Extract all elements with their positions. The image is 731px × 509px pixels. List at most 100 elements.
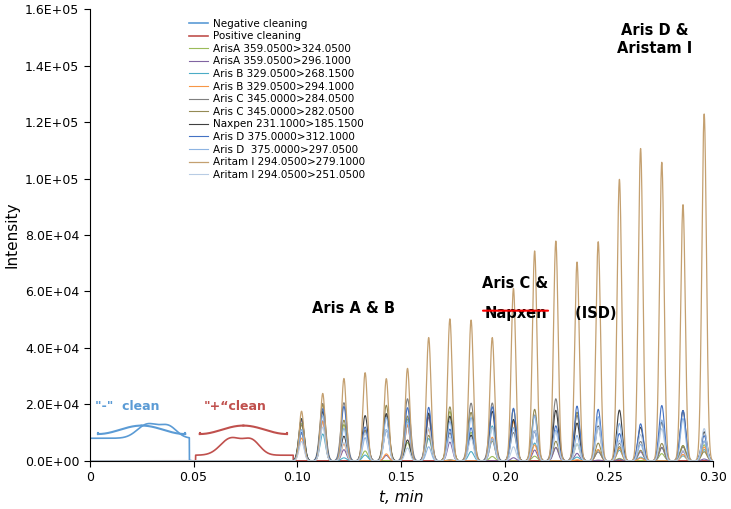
- ArisA 359.0500>296.1000: [698, 456, 707, 462]
- Aris B 329.0500>268.1500: [86, 458, 94, 464]
- ArisA 359.0500>324.0500: [252, 458, 261, 464]
- Aris C 345.0000>282.0500: [319, 402, 327, 408]
- Aris D  375.0000>297.0500: [708, 458, 717, 464]
- Aris B 329.0500>268.1500: [708, 458, 717, 464]
- ArisA 359.0500>324.0500: [577, 454, 586, 460]
- ArisA 359.0500>324.0500: [698, 444, 707, 450]
- Aritam I 294.0500>251.0500: [577, 455, 586, 461]
- Text: "-"  clean: "-" clean: [95, 400, 159, 413]
- ArisA 359.0500>324.0500: [708, 458, 717, 464]
- Negative cleaning: [476, 458, 485, 464]
- Aris B 329.0500>294.1000: [476, 458, 485, 464]
- Aris B 329.0500>268.1500: [252, 458, 261, 464]
- Line: Aris B 329.0500>294.1000: Aris B 329.0500>294.1000: [90, 421, 713, 461]
- Line: ArisA 359.0500>324.0500: ArisA 359.0500>324.0500: [90, 410, 713, 461]
- Aris C 345.0000>284.0500: [577, 444, 586, 450]
- Aris C 345.0000>282.0500: [476, 458, 485, 464]
- Negative cleaning: [121, 434, 129, 440]
- Line: Positive cleaning: Positive cleaning: [90, 438, 713, 461]
- Text: (ISD): (ISD): [569, 305, 616, 321]
- Aris C 345.0000>282.0500: [577, 446, 586, 452]
- Positive cleaning: [698, 458, 707, 464]
- Aris B 329.0500>294.1000: [86, 458, 94, 464]
- Aris D 375.0000>312.1000: [698, 437, 707, 443]
- Line: Aris C 345.0000>282.0500: Aris C 345.0000>282.0500: [90, 405, 713, 461]
- Aritam I 294.0500>251.0500: [476, 458, 485, 464]
- Naxpen 231.1000>185.1500: [615, 407, 624, 413]
- ArisA 359.0500>296.1000: [577, 457, 586, 463]
- ArisA 359.0500>324.0500: [466, 429, 475, 435]
- X-axis label: t, min: t, min: [379, 490, 423, 505]
- Aritam I 294.0500>279.1000: [700, 111, 708, 117]
- Positive cleaning: [86, 458, 94, 464]
- Aritam I 294.0500>279.1000: [708, 458, 717, 464]
- Aris B 329.0500>294.1000: [252, 458, 261, 464]
- ArisA 359.0500>296.1000: [252, 458, 261, 464]
- Aris C 345.0000>284.0500: [252, 458, 261, 464]
- Aris B 329.0500>294.1000: [121, 458, 129, 464]
- Aris C 345.0000>284.0500: [86, 458, 94, 464]
- Aris C 345.0000>282.0500: [708, 458, 717, 464]
- Aris D 375.0000>312.1000: [466, 425, 475, 431]
- Aris D  375.0000>297.0500: [698, 442, 707, 448]
- Aris D  375.0000>297.0500: [252, 458, 261, 464]
- Aritam I 294.0500>251.0500: [319, 424, 327, 430]
- ArisA 359.0500>324.0500: [121, 458, 129, 464]
- Naxpen 231.1000>185.1500: [577, 448, 586, 455]
- Line: Negative cleaning: Negative cleaning: [90, 423, 713, 461]
- ArisA 359.0500>296.1000: [708, 458, 717, 464]
- ArisA 359.0500>296.1000: [466, 458, 475, 464]
- Aris D  375.0000>297.0500: [577, 453, 586, 459]
- Aris D 375.0000>312.1000: [252, 458, 261, 464]
- Negative cleaning: [86, 435, 94, 441]
- Aris C 345.0000>284.0500: [476, 457, 485, 463]
- Aris C 345.0000>282.0500: [466, 409, 475, 415]
- Aris D 375.0000>312.1000: [476, 458, 485, 464]
- Text: "+“clean: "+“clean: [204, 400, 267, 413]
- Line: Aris D  375.0000>297.0500: Aris D 375.0000>297.0500: [90, 416, 713, 461]
- Aritam I 294.0500>251.0500: [466, 435, 475, 441]
- Aris D  375.0000>297.0500: [319, 413, 327, 419]
- Text: Aris A & B: Aris A & B: [312, 301, 395, 316]
- Aris B 329.0500>268.1500: [698, 448, 707, 455]
- Aris D 375.0000>312.1000: [577, 444, 586, 450]
- Aris C 345.0000>284.0500: [466, 400, 475, 406]
- ArisA 359.0500>324.0500: [86, 458, 94, 464]
- Aris B 329.0500>294.1000: [698, 446, 707, 453]
- Aritam I 294.0500>251.0500: [86, 458, 94, 464]
- Line: Aritam I 294.0500>251.0500: Aritam I 294.0500>251.0500: [90, 427, 713, 461]
- Aris B 329.0500>294.1000: [708, 458, 717, 464]
- Aris B 329.0500>268.1500: [577, 457, 586, 463]
- Positive cleaning: [708, 458, 717, 464]
- Aritam I 294.0500>251.0500: [121, 458, 129, 464]
- Aritam I 294.0500>279.1000: [476, 458, 485, 464]
- Line: Aris D 375.0000>312.1000: Aris D 375.0000>312.1000: [90, 406, 713, 461]
- Naxpen 231.1000>185.1500: [476, 458, 485, 464]
- Line: Naxpen 231.1000>185.1500: Naxpen 231.1000>185.1500: [90, 410, 713, 461]
- Aris D  375.0000>297.0500: [466, 415, 475, 421]
- Aris C 345.0000>284.0500: [121, 458, 129, 464]
- ArisA 359.0500>296.1000: [476, 458, 485, 464]
- ArisA 359.0500>324.0500: [476, 458, 485, 464]
- Aritam I 294.0500>251.0500: [698, 432, 707, 438]
- Text: Napxen: Napxen: [484, 305, 547, 321]
- Line: Aris B 329.0500>268.1500: Aris B 329.0500>268.1500: [90, 418, 713, 461]
- Aris D 375.0000>312.1000: [657, 403, 666, 409]
- Negative cleaning: [252, 458, 261, 464]
- Aris D 375.0000>312.1000: [86, 458, 94, 464]
- Aritam I 294.0500>251.0500: [252, 458, 261, 464]
- Negative cleaning: [698, 458, 707, 464]
- Legend: Negative cleaning, Positive cleaning, ArisA 359.0500>324.0500, ArisA 359.0500>29: Negative cleaning, Positive cleaning, Ar…: [185, 14, 370, 184]
- Aris B 329.0500>268.1500: [298, 415, 306, 421]
- Positive cleaning: [577, 458, 586, 464]
- Aris D 375.0000>312.1000: [708, 458, 717, 464]
- Negative cleaning: [187, 458, 196, 464]
- Aris C 345.0000>284.0500: [708, 458, 717, 464]
- Aris B 329.0500>268.1500: [466, 448, 475, 455]
- Aritam I 294.0500>279.1000: [698, 191, 707, 197]
- Naxpen 231.1000>185.1500: [466, 432, 475, 438]
- Positive cleaning: [121, 458, 129, 464]
- Line: Aritam I 294.0500>279.1000: Aritam I 294.0500>279.1000: [90, 114, 713, 461]
- Aris B 329.0500>268.1500: [476, 458, 485, 464]
- Aris B 329.0500>294.1000: [466, 458, 475, 464]
